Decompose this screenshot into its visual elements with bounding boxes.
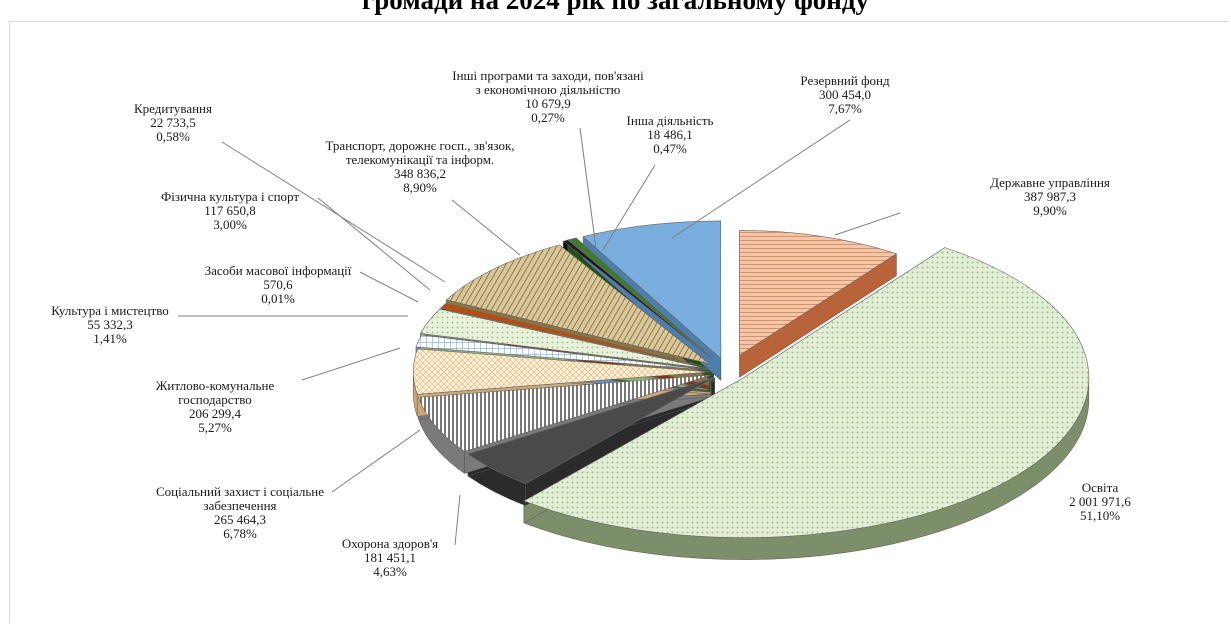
leader-line — [317, 197, 431, 291]
leader-line — [359, 271, 419, 303]
pie-slice — [739, 230, 898, 356]
pie-slice — [582, 220, 722, 360]
pie-slice — [419, 308, 708, 369]
pie-slice — [418, 374, 712, 452]
slice-label: Інша діяльність 18 486,1 0,47% — [627, 113, 714, 156]
slice-label: Охорона здоров'я 181 451,1 4,63% — [342, 536, 438, 579]
slice-label: Кредитування 22 733,5 0,58% — [134, 101, 212, 144]
pie-slice — [413, 348, 711, 395]
leader-line — [602, 164, 656, 251]
slice-label: Освіта 2 001 971,6 51,10% — [1069, 480, 1131, 523]
pie-slice — [562, 239, 714, 361]
slice-label: Державне управління 387 987,3 9,90% — [990, 175, 1110, 218]
slice-label: Засоби масової інформації 570,6 0,01% — [205, 263, 352, 306]
pie-slice — [440, 303, 709, 368]
leader-line — [454, 494, 461, 546]
pie-slice — [415, 334, 709, 371]
pie-slice — [567, 237, 714, 361]
pie-slice — [523, 247, 1090, 538]
pie-slice — [467, 377, 715, 484]
slice-label: Житлово-комунальне господарство 206 299,4 5… — [156, 378, 275, 435]
leader-line — [451, 199, 521, 256]
leader-line — [331, 429, 421, 493]
leader-line — [221, 141, 446, 283]
chart-frame — [9, 21, 1228, 623]
leader-line — [834, 212, 901, 236]
slice-label: Фізична культура і спорт 117 650,8 3,00% — [161, 189, 299, 232]
slice-label: Резервний фонд 300 454,0 7,67% — [800, 73, 890, 116]
slice-label: Соціальний захист і соціальне забезпеченн… — [156, 484, 324, 541]
leader-line — [301, 347, 401, 381]
chart-title: громади на 2024 рік по загальному фонду — [362, 0, 869, 15]
slice-label: Транспорт, дорожнє госп., зв'язок, телеко… — [325, 138, 514, 195]
slice-label: Культура і мистецтво 55 332,3 1,41% — [51, 303, 169, 346]
pie-slice — [423, 334, 711, 371]
leader-line — [579, 127, 597, 249]
slice-label: Інші програми та заходи, пов'язані з екон… — [452, 68, 644, 125]
leader-line — [671, 119, 851, 239]
pie-slice — [445, 244, 710, 364]
